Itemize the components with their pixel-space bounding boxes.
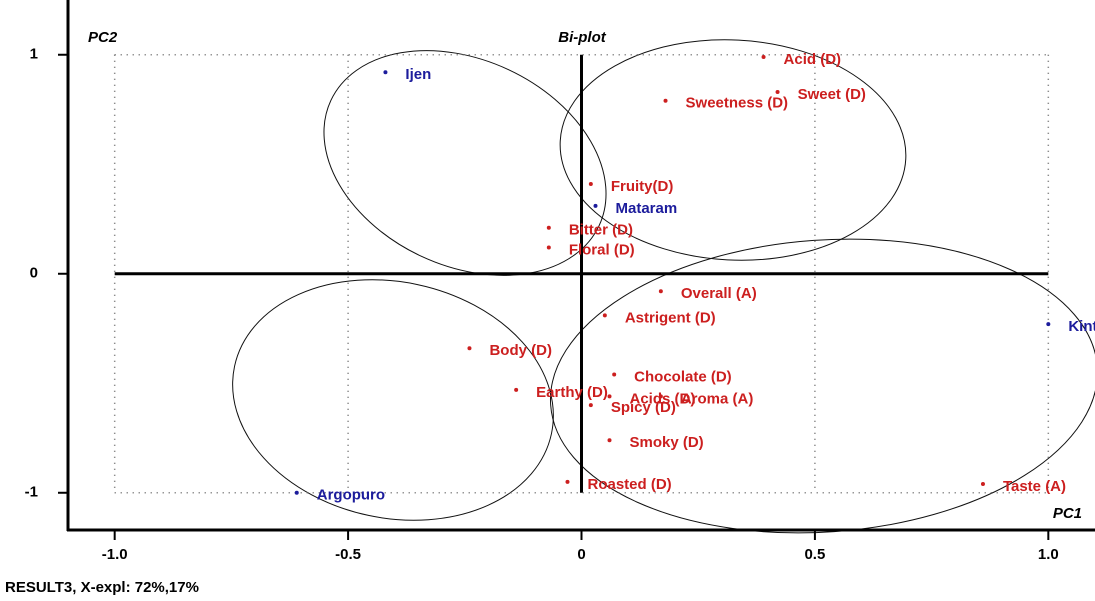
y-axis-title: PC2 (88, 29, 118, 46)
page: {"chart_data": {"type": "scatter", "titl… (0, 0, 1095, 601)
cluster-ellipse (287, 7, 642, 319)
chart: Bi-plot PC2 PC1 RESULT3, X-expl: 72%,17%… (0, 0, 1095, 601)
x-tick-label: 0.5 (804, 546, 825, 563)
point-label: Overall (A) (681, 285, 757, 302)
point-label: Spicy (D) (611, 399, 676, 416)
x-tick-label: 0 (577, 546, 585, 563)
x-tick-label: 1.0 (1038, 546, 1059, 563)
point-label: Kintamani (1068, 318, 1095, 335)
y-tick-label: 0 (30, 265, 38, 282)
point-label: Roasted (D) (587, 476, 671, 493)
x-tick-label: -1.0 (102, 546, 128, 563)
point (594, 204, 598, 208)
cluster-ellipses (210, 7, 1095, 551)
point (612, 373, 616, 377)
cluster-ellipse (210, 251, 576, 549)
point (776, 90, 780, 94)
point (589, 403, 593, 407)
point-label: Argopuro (317, 487, 385, 504)
point-label: Body (D) (489, 342, 552, 359)
point-label: Sweet (D) (798, 86, 866, 103)
y-tick-label: -1 (25, 484, 38, 501)
point-label: Acid (D) (784, 51, 842, 68)
point (565, 480, 569, 484)
x-axis-title: PC1 (1053, 505, 1082, 522)
point (664, 99, 668, 103)
point-label: Bitter (D) (569, 222, 633, 239)
point-label: Earthy (D) (536, 384, 608, 401)
point (467, 346, 471, 350)
point (608, 394, 612, 398)
point-label: Aroma (A) (681, 390, 754, 407)
point-label: Floral (D) (569, 241, 635, 258)
point (589, 182, 593, 186)
point-label: Chocolate (D) (634, 368, 732, 385)
chart-title: Bi-plot (558, 29, 606, 46)
point (547, 245, 551, 249)
point (383, 70, 387, 74)
point (1046, 322, 1050, 326)
cluster-ellipse (540, 221, 1095, 551)
point (981, 482, 985, 486)
footer: RESULT3, X-expl: 72%,17% (5, 579, 199, 596)
point-label: Smoky (D) (630, 434, 704, 451)
point (659, 394, 663, 398)
point-label: Fruity(D) (611, 178, 674, 195)
point-label: Astrigent (D) (625, 309, 716, 326)
point (762, 55, 766, 59)
point (295, 491, 299, 495)
point (547, 226, 551, 230)
point (603, 313, 607, 317)
x-tick-label: -0.5 (335, 546, 361, 563)
point (659, 289, 663, 293)
point-label: Mataram (616, 200, 678, 217)
point-label: Sweetness (D) (686, 95, 789, 112)
y-tick-label: 1 (30, 46, 38, 63)
point (514, 388, 518, 392)
point-label: Ijen (405, 66, 431, 83)
point-label: Taste (A) (1003, 478, 1066, 495)
point (608, 438, 612, 442)
